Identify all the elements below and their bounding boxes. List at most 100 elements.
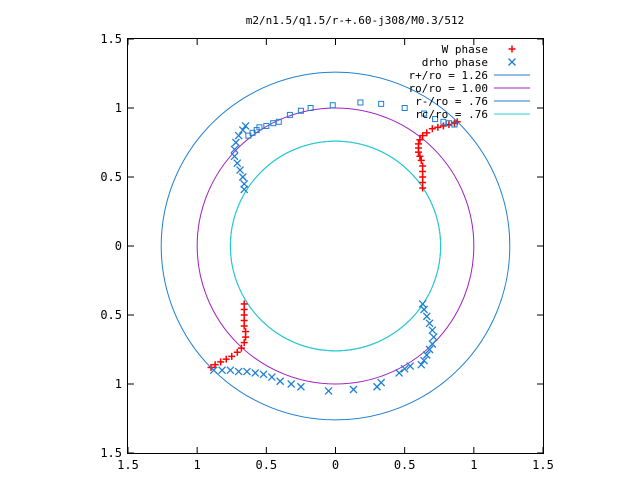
- data-point: [296, 382, 305, 391]
- data-point: [420, 305, 428, 314]
- data-point: [228, 352, 236, 360]
- circle-2: [229, 140, 442, 352]
- data-point: [423, 129, 431, 137]
- legend-label: r+/ro = 1.26: [409, 69, 488, 82]
- data-point: [324, 386, 333, 395]
- data-point: [231, 138, 240, 147]
- legend-label: ro/ro = 1.00: [409, 82, 488, 95]
- y-tick-label: 1.5: [100, 446, 122, 460]
- data-point: [445, 120, 452, 127]
- data-point: [417, 156, 425, 164]
- data-point: [415, 140, 422, 148]
- x-tick-label: 1.5: [532, 458, 554, 472]
- data-point: [439, 122, 447, 130]
- legend-marker: [508, 45, 516, 53]
- data-point: [233, 159, 242, 168]
- data-point: [241, 121, 250, 130]
- x-tick-label: 0.5: [255, 458, 277, 472]
- data-point: [217, 358, 225, 366]
- data-point: [425, 345, 434, 354]
- data-point: [429, 333, 438, 342]
- data-point: [406, 362, 415, 371]
- circle-1: [196, 107, 475, 385]
- data-point: [238, 126, 247, 135]
- data-point: [211, 361, 219, 369]
- data-point: [236, 166, 245, 175]
- data-point: [242, 333, 250, 341]
- y-tick-label: 1.5: [100, 32, 122, 46]
- data-point: [259, 370, 268, 379]
- data-point: [421, 110, 428, 117]
- x-tick-label: 0: [332, 458, 339, 472]
- legend-marker: [508, 58, 516, 66]
- plot-frame: [127, 38, 544, 454]
- y-tick-label: 0.5: [100, 308, 122, 322]
- data-point: [267, 373, 276, 382]
- data-point: [307, 105, 314, 111]
- data-point: [417, 360, 426, 369]
- circle-3: [229, 140, 442, 352]
- chart-title: m2/n1.5/q1.5/r-+.60-j308/M0.3/512: [246, 14, 465, 27]
- data-point: [240, 322, 248, 330]
- data-point: [420, 356, 428, 365]
- data-point: [226, 366, 235, 375]
- x-tick-label: 1: [194, 458, 201, 472]
- data-point: [349, 385, 358, 394]
- legend-label: rc/ro = .76: [415, 108, 488, 121]
- y-tick-label: 1: [115, 377, 122, 391]
- data-point: [222, 355, 230, 363]
- series-0: [207, 118, 461, 371]
- data-point: [395, 369, 404, 377]
- data-point: [275, 118, 282, 125]
- data-point: [243, 367, 251, 376]
- data-point: [209, 366, 218, 375]
- data-point: [401, 105, 408, 111]
- data-point: [237, 344, 245, 352]
- data-point: [251, 369, 260, 377]
- y-tick-label: 0: [115, 239, 122, 253]
- data-point: [234, 131, 243, 140]
- y-tick-label: 1: [115, 101, 122, 115]
- x-tick-label: 1.5: [117, 458, 139, 472]
- data-point: [400, 364, 409, 373]
- data-point: [377, 378, 386, 387]
- data-point: [432, 116, 439, 123]
- data-point: [416, 152, 424, 160]
- data-point: [256, 124, 263, 131]
- data-series: [207, 99, 461, 395]
- data-point: [230, 152, 239, 161]
- data-point: [234, 367, 243, 376]
- data-point: [419, 132, 427, 140]
- x-tick-label: 1: [470, 458, 477, 472]
- data-point: [428, 326, 437, 335]
- data-point: [428, 125, 436, 133]
- data-point: [240, 339, 248, 347]
- data-point: [240, 179, 249, 188]
- data-point: [425, 319, 434, 328]
- circle-0: [160, 71, 511, 421]
- data-point: [297, 107, 304, 114]
- data-point: [218, 366, 227, 375]
- series-1: [209, 121, 438, 395]
- reference-circles: [160, 71, 511, 421]
- data-point: [270, 120, 277, 127]
- data-point: [238, 173, 247, 181]
- axis-ticks: 1.5 1 0.5 0 0.5 1 1.51.510.500.511.5: [100, 32, 554, 472]
- data-point: [263, 122, 270, 129]
- data-point: [286, 111, 293, 118]
- data-point: [422, 351, 431, 359]
- x-tick-label: 0.5: [394, 458, 416, 472]
- y-tick-label: 0.5: [100, 170, 122, 184]
- data-point: [428, 340, 437, 348]
- data-point: [329, 102, 336, 109]
- data-point: [378, 100, 385, 107]
- data-point: [422, 312, 431, 321]
- data-point: [440, 118, 447, 125]
- series-2: [245, 99, 458, 139]
- data-point: [287, 380, 296, 388]
- data-point: [419, 162, 427, 170]
- data-point: [357, 99, 364, 106]
- data-point: [434, 123, 442, 131]
